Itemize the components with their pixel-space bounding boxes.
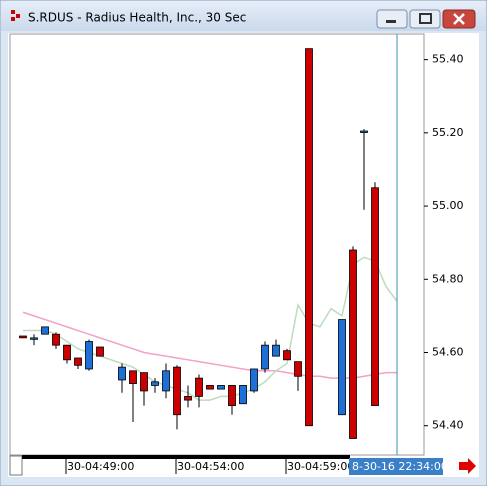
cursor-label: 8-30-16 22:34:00 [352, 460, 448, 473]
candle-body [162, 370, 170, 392]
maximize-button[interactable] [409, 9, 441, 29]
candle-body [283, 350, 291, 361]
y-tick-label: 54.40 [432, 419, 464, 432]
time-bar [22, 455, 350, 459]
candle-body [371, 187, 379, 406]
candle-body [217, 385, 225, 390]
y-tick-label: 54.80 [432, 272, 464, 285]
candle-body [74, 357, 82, 366]
candle-body [349, 249, 357, 439]
candle-body [129, 370, 137, 385]
app-icon [11, 10, 20, 21]
y-tick-label: 55.40 [432, 53, 464, 66]
candle-body [151, 381, 159, 386]
y-tick-label: 55.00 [432, 199, 464, 212]
candle-body [184, 396, 192, 401]
candle-body [305, 48, 313, 427]
candle-body [360, 130, 368, 133]
minimize-button[interactable] [376, 9, 408, 29]
x-tick-label: 30-04:54:00 [177, 460, 244, 473]
candle-body [294, 361, 302, 377]
candle-body [338, 319, 346, 416]
candle-body [228, 385, 236, 406]
cursor-label-bg [349, 458, 443, 475]
x-tick-label: 30-04:49:00 [67, 460, 134, 473]
candle-body [52, 333, 60, 346]
candle-body [239, 385, 247, 405]
candle-body [96, 346, 104, 357]
close-button[interactable] [442, 9, 476, 29]
window-title: S.RDUS - Radius Health, Inc., 30 Sec [28, 11, 246, 25]
candle-body [118, 366, 126, 381]
plot: 54.40 54.60 54.80 55.00 55.20 55.40 [19, 34, 464, 455]
candle-body [195, 377, 203, 397]
candle-body [173, 366, 181, 416]
candle-body [261, 344, 269, 370]
candle-body [140, 372, 148, 392]
candle-body [19, 335, 27, 339]
candle-body [206, 385, 214, 390]
x-tick-label: 30-04:59:00 [287, 460, 354, 473]
y-tick-label: 55.20 [432, 126, 464, 139]
scroll-right-arrow[interactable] [459, 458, 476, 474]
candle-body [250, 368, 258, 392]
scroll-box[interactable] [9, 455, 23, 476]
candle-body [85, 341, 93, 370]
candle-body [30, 337, 38, 340]
moving-average-line [22, 311, 397, 379]
candle-body [63, 344, 71, 361]
candle-body [272, 344, 280, 357]
y-tick-label: 54.60 [432, 345, 464, 358]
plot-area [9, 33, 425, 456]
candle-body [41, 326, 49, 335]
